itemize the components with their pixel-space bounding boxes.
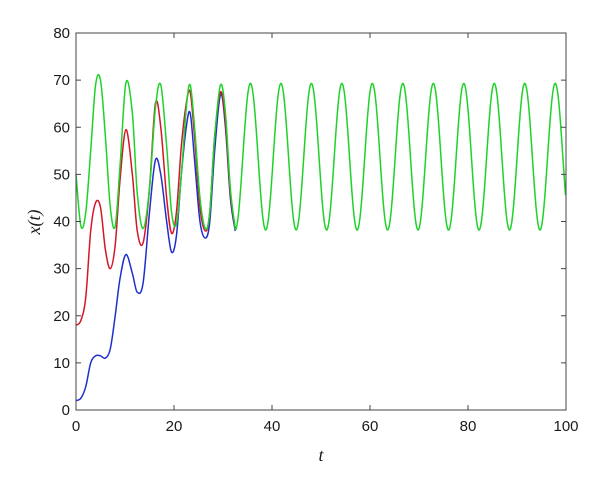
y-tick-label: 70 [53,72,70,89]
x-tick-label: 80 [460,418,477,435]
series-layer [75,73,567,402]
ticks-layer: 0 20 40 60 80 100 0 10 20 30 40 50 60 70 80 [53,25,578,435]
series-3-line [75,73,236,230]
series-1-line [75,93,236,402]
steady-state-oscillation-line [234,82,567,231]
y-tick-label: 40 [53,214,70,231]
y-tick-label: 80 [53,25,70,42]
x-axis-label: t [318,445,324,465]
x-tick-label: 60 [362,418,379,435]
x-tick-label: 0 [72,418,80,435]
y-tick-label: 60 [53,119,70,136]
y-tick-label: 20 [53,308,70,325]
y-tick-label: 30 [53,261,70,278]
y-axis-label: x(t) [24,210,45,236]
x-tick-label: 100 [553,418,578,435]
y-tick-label: 0 [62,402,70,419]
x-tick-label: 20 [166,418,183,435]
x-tick-label: 40 [264,418,281,435]
y-tick-label: 50 [53,166,70,183]
y-tick-label: 10 [53,355,70,372]
